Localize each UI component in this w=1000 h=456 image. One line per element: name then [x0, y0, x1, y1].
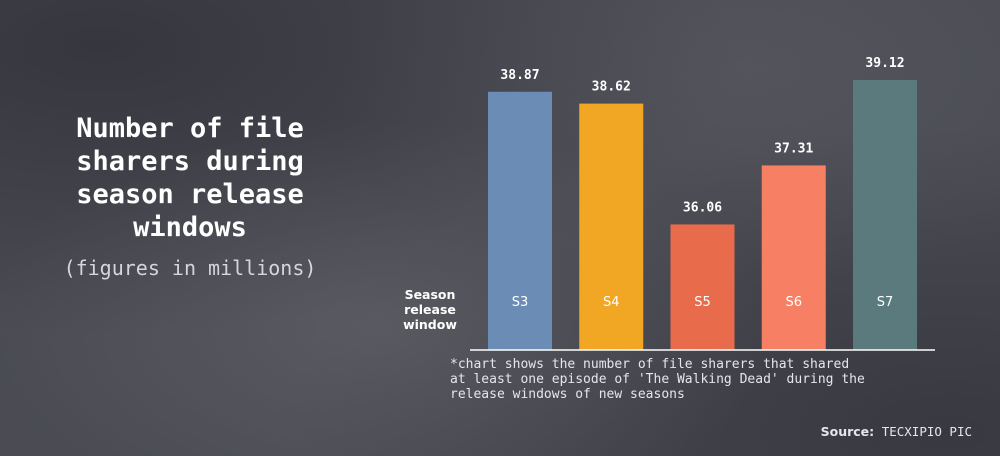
- footnote-line: *chart shows the number of file sharers …: [450, 357, 850, 372]
- value-label-s6: 37.31: [774, 141, 813, 156]
- bar-s7: [853, 80, 917, 350]
- chart-title-line: windows: [133, 212, 247, 243]
- x-axis-label-line: window: [403, 317, 457, 332]
- chart-title-line: sharers during: [76, 146, 304, 177]
- bar-s3: [488, 91, 552, 351]
- category-label-s7: S7: [877, 295, 894, 310]
- footnote-line: release windows of new seasons: [450, 387, 685, 402]
- bar-s6: [761, 165, 826, 350]
- x-axis-label: Season release window: [395, 287, 465, 332]
- chart-title-line: Number of file: [76, 113, 304, 144]
- x-axis-label-line: release: [404, 302, 456, 317]
- source-credit: Source: TECXIPIO PIC: [821, 424, 972, 439]
- bars-group: 38.87 S3 38.62 S4 36.06 S5 37.31 S6 39.12 S7: [488, 56, 917, 351]
- chart-title-line: season release: [76, 179, 304, 210]
- value-label-s5: 36.06: [683, 200, 722, 215]
- footnote: *chart shows the number of file sharers …: [450, 357, 970, 402]
- value-label-s3: 38.87: [500, 68, 539, 83]
- source-value: TECXIPIO PIC: [881, 424, 972, 439]
- title-block: Number of file sharers during season rel…: [40, 112, 340, 280]
- bar-s4: [579, 103, 644, 350]
- value-label-s7: 39.12: [865, 56, 904, 71]
- category-label-s6: S6: [785, 295, 802, 310]
- category-label-s5: S5: [694, 295, 711, 310]
- x-axis-label-line: Season: [404, 287, 456, 302]
- value-label-s4: 38.62: [592, 80, 631, 95]
- chart-title: Number of file sharers during season rel…: [40, 112, 340, 244]
- category-label-s4: S4: [603, 295, 620, 310]
- category-label-s3: S3: [512, 295, 529, 310]
- chart-subtitle: (figures in millions): [63, 256, 317, 280]
- bar-s5: [670, 224, 735, 350]
- source-label: Source:: [820, 424, 875, 439]
- footnote-line: at least one episode of 'The Walking Dea…: [450, 372, 865, 387]
